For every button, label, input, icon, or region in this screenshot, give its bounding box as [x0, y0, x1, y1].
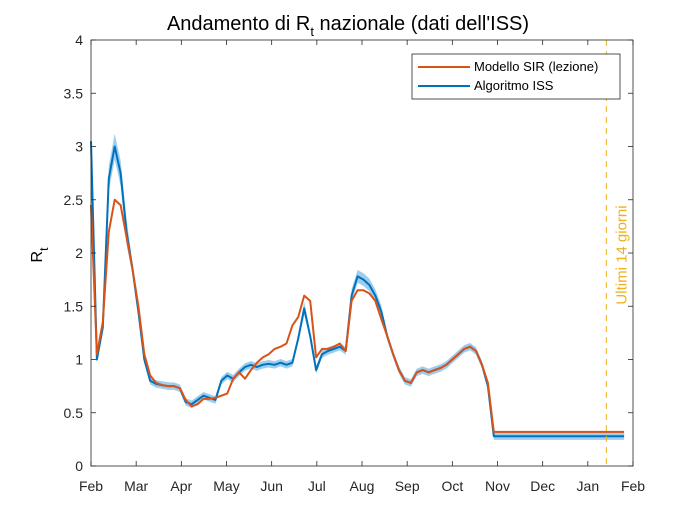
y-tick-label: 2.5 [64, 192, 84, 208]
x-tick-label: Apr [170, 478, 192, 494]
x-tick-label: Mar [124, 478, 148, 494]
y-tick-label: 3.5 [64, 85, 84, 101]
y-tick-label: 3 [75, 139, 83, 155]
y-axis-label: Rt [29, 247, 51, 263]
x-tick-label: Nov [485, 478, 510, 494]
series-line-sir [90, 198, 625, 433]
x-tick-label: Jul [308, 478, 326, 494]
chart-title-rest: nazionale (dati dell'ISS) [314, 13, 529, 35]
x-tick-label: May [213, 478, 239, 494]
legend-label-sir: Modello SIR (lezione) [474, 59, 598, 74]
y-axis-label-main: R [29, 251, 46, 263]
chart-title: Andamento di Rt nazionale (dati dell'ISS… [167, 13, 529, 39]
y-tick-label: 2 [75, 245, 83, 261]
legend-label-iss: Algoritmo ISS [474, 78, 554, 93]
plot-area: Ultimi 14 giorni [90, 40, 630, 466]
chart-title-main: Andamento di R [167, 13, 310, 35]
y-tick-label: 0.5 [64, 405, 84, 421]
y-tick-label: 1 [75, 352, 83, 368]
y-tick-label: 4 [75, 32, 83, 48]
legend: Modello SIR (lezione) Algoritmo ISS [411, 53, 621, 100]
y-axis-label-subscript: t [37, 247, 51, 251]
y-tick-label: 0 [75, 458, 83, 474]
last-14-days-label: Ultimi 14 giorni [613, 205, 630, 304]
x-tick-label: Aug [350, 478, 375, 494]
x-tick-label: Feb [79, 478, 103, 494]
y-tick-label: 1.5 [64, 298, 84, 314]
x-tick-label: Oct [441, 478, 463, 494]
legend-box [411, 53, 621, 100]
chart-title-subscript: t [310, 24, 314, 39]
x-tick-label: Sep [395, 478, 420, 494]
x-tick-label: Dec [530, 478, 555, 494]
x-tick-label: Feb [621, 478, 645, 494]
x-tick-label: Jun [260, 478, 283, 494]
x-tick-label: Jan [577, 478, 600, 494]
